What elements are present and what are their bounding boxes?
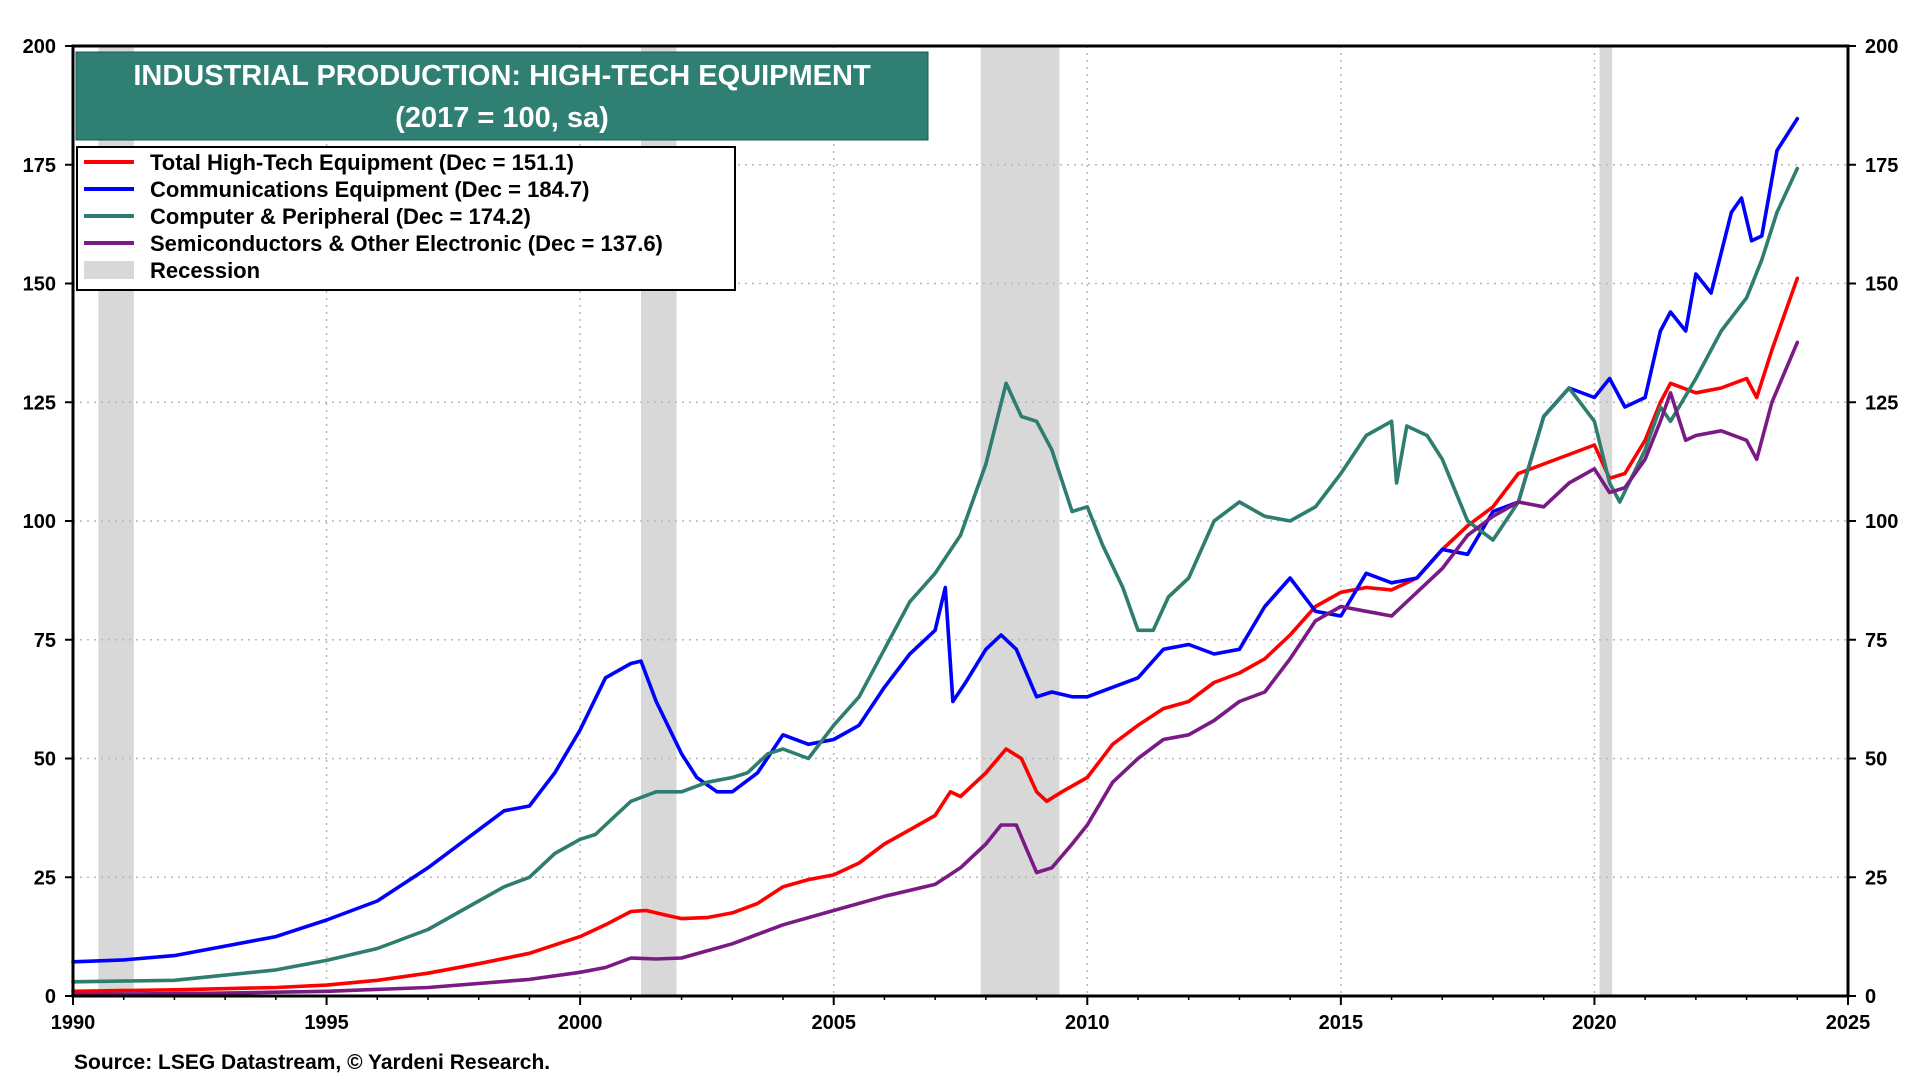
x-tick-label: 2010	[1065, 1012, 1110, 1034]
y-tick-label-right: 200	[1865, 36, 1898, 58]
series-line-3	[71, 340, 1800, 997]
chart-title: INDUSTRIAL PRODUCTION: HIGH-TECH EQUIPME…	[133, 60, 871, 92]
y-tick-label-right: 150	[1865, 274, 1898, 296]
recession-band-3	[1599, 46, 1613, 996]
y-tick-label-left: 25	[34, 867, 56, 889]
source-note: Source: LSEG Datastream, © Yardeni Resea…	[74, 1051, 550, 1074]
series-lines	[71, 116, 1800, 997]
y-tick-label-left: 100	[23, 511, 56, 533]
legend-label-2: Computer & Peripheral (Dec = 174.2)	[150, 204, 531, 229]
y-tick-label-right: 0	[1865, 986, 1876, 1008]
y-tick-label-right: 175	[1865, 155, 1898, 177]
axis-ticks: 0 0 25 25 50 50 75 75 100 100 125 125 150 150 175 175 20…	[23, 36, 1899, 1034]
y-tick-label-left: 0	[45, 986, 56, 1008]
x-tick-label: 2000	[558, 1012, 603, 1034]
legend-swatch-recession	[84, 261, 134, 279]
title-box: INDUSTRIAL PRODUCTION: HIGH-TECH EQUIPME…	[75, 51, 929, 141]
y-tick-label-right: 25	[1865, 867, 1887, 889]
y-tick-label-right: 100	[1865, 511, 1898, 533]
series-line-2	[71, 166, 1800, 984]
x-tick-label: 1995	[304, 1012, 349, 1034]
legend-label-1: Communications Equipment (Dec = 184.7)	[150, 177, 589, 202]
legend-label-4: Recession	[150, 258, 260, 283]
series-line-0	[71, 276, 1800, 994]
series-line-1	[71, 116, 1800, 964]
y-tick-label-right: 50	[1865, 749, 1887, 771]
y-tick-label-left: 50	[34, 749, 56, 771]
x-tick-label: 2015	[1319, 1012, 1364, 1034]
legend: Total High-Tech Equipment (Dec = 151.1)C…	[76, 146, 736, 291]
y-tick-label-left: 200	[23, 36, 56, 58]
legend-label-3: Semiconductors & Other Electronic (Dec =…	[150, 231, 663, 256]
legend-items: Total High-Tech Equipment (Dec = 151.1)C…	[84, 150, 663, 283]
legend-box	[76, 146, 736, 291]
y-tick-label-left: 175	[23, 155, 56, 177]
y-tick-label-right: 125	[1865, 392, 1898, 414]
chart-subtitle: (2017 = 100, sa)	[395, 102, 609, 134]
y-tick-label-left: 150	[23, 274, 56, 296]
y-tick-label-right: 75	[1865, 630, 1887, 652]
x-tick-label: 2025	[1826, 1012, 1871, 1034]
x-tick-label: 2005	[811, 1012, 856, 1034]
x-tick-label: 2020	[1572, 1012, 1617, 1034]
y-tick-label-left: 125	[23, 392, 56, 414]
x-tick-label: 1990	[51, 1012, 96, 1034]
y-tick-label-left: 75	[34, 630, 56, 652]
legend-label-0: Total High-Tech Equipment (Dec = 151.1)	[150, 150, 574, 175]
title-background	[75, 51, 929, 141]
